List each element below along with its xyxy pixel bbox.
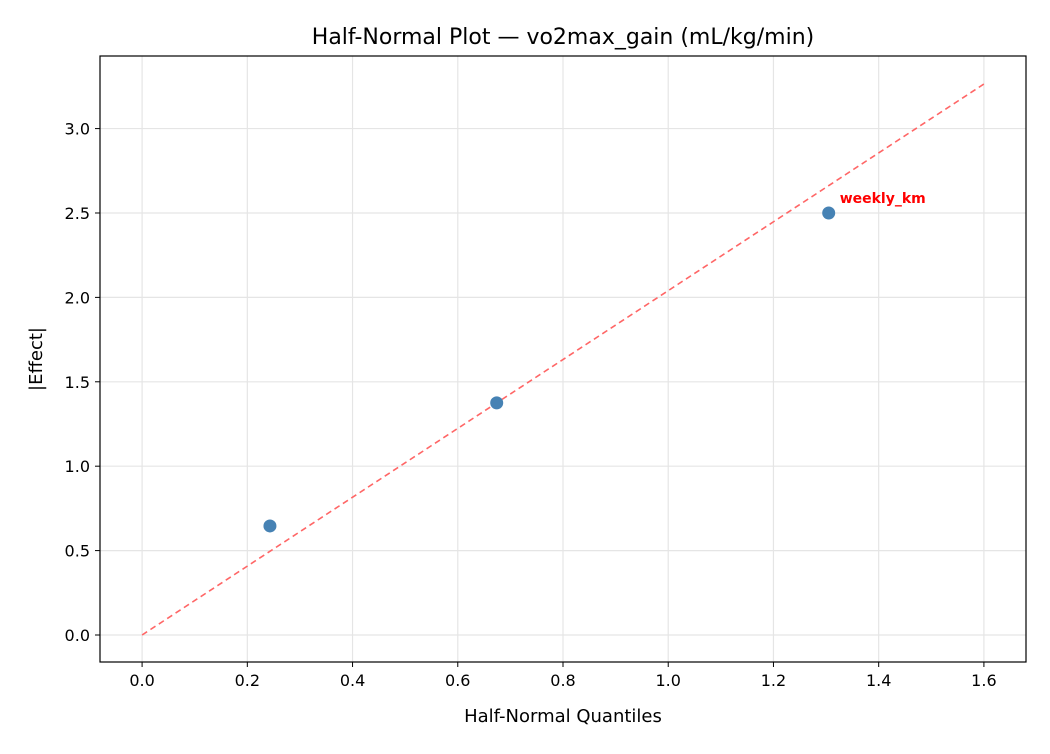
y-tick-label: 1.5 bbox=[65, 373, 90, 392]
chart-title: Half-Normal Plot — vo2max_gain (mL/kg/mi… bbox=[312, 25, 814, 50]
x-tick-label: 1.2 bbox=[761, 671, 786, 690]
y-tick-label: 2.0 bbox=[65, 288, 90, 307]
x-tick-label: 0.4 bbox=[340, 671, 365, 690]
x-tick-label: 0.8 bbox=[550, 671, 575, 690]
point-annotation: weekly_km bbox=[840, 191, 926, 207]
y-axis-label: |Effect| bbox=[26, 327, 47, 391]
y-tick-label: 3.0 bbox=[65, 120, 90, 139]
x-tick-label: 0.0 bbox=[129, 671, 154, 690]
y-tick-label: 2.5 bbox=[65, 204, 90, 223]
x-tick-label: 0.6 bbox=[445, 671, 470, 690]
x-axis-label: Half-Normal Quantiles bbox=[464, 706, 662, 727]
data-point bbox=[263, 519, 277, 533]
reference-line bbox=[141, 82, 986, 636]
y-tick-label: 1.0 bbox=[65, 457, 90, 476]
data-point bbox=[822, 206, 836, 220]
x-tick-label: 1.6 bbox=[971, 671, 996, 690]
points-group: weekly_km bbox=[263, 191, 926, 533]
x-tick-label: 0.2 bbox=[235, 671, 260, 690]
x-axis-ticks: 0.0 0.2 0.4 0.6 0.8 1.0 1.2 1.4 1.6 bbox=[129, 662, 997, 690]
x-tick-label: 1.4 bbox=[866, 671, 891, 690]
y-tick-label: 0.5 bbox=[65, 542, 90, 561]
data-point bbox=[490, 396, 504, 410]
y-tick-label: 0.0 bbox=[65, 626, 90, 645]
x-tick-label: 1.0 bbox=[656, 671, 681, 690]
reference-line-group bbox=[141, 82, 986, 636]
y-axis-ticks: 0.0 0.5 1.0 1.5 2.0 2.5 3.0 bbox=[65, 120, 100, 645]
